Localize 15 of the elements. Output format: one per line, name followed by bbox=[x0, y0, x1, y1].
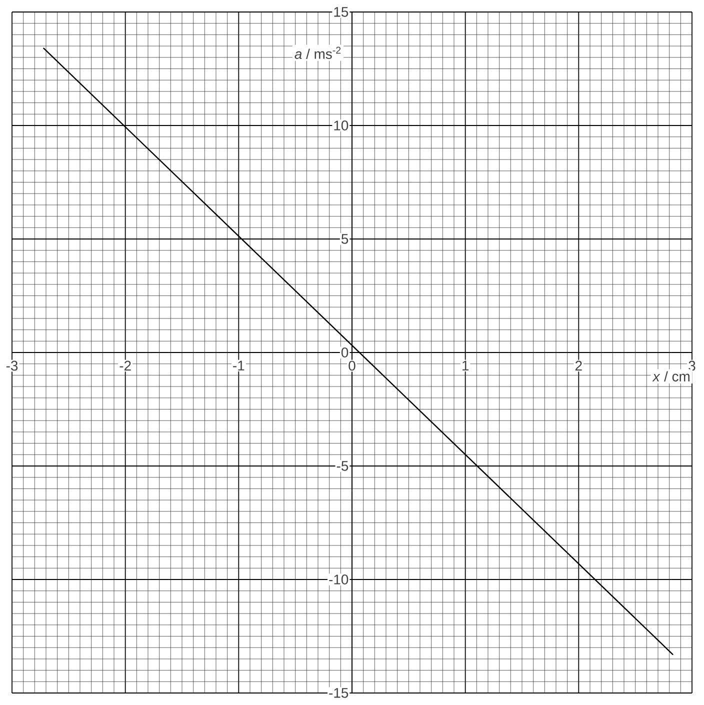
y-tick-label: 10 bbox=[334, 120, 348, 130]
y-tick-label: 15 bbox=[334, 7, 348, 17]
x-tick-label: 2 bbox=[575, 360, 582, 371]
y-tick-label: 5 bbox=[341, 234, 348, 244]
x-axis-title: x / cm bbox=[652, 371, 690, 382]
y-tick-label: -10 bbox=[329, 574, 348, 584]
y-tick-label: 0 bbox=[341, 348, 348, 358]
x-tick-label: 1 bbox=[462, 360, 469, 370]
x-tick-label: 0 bbox=[348, 360, 356, 371]
y-axis-title: a / ms$^{-2}$ bbox=[294, 46, 341, 59]
x-tick-label: -2 bbox=[120, 360, 131, 371]
y-tick-label: -5 bbox=[336, 461, 348, 471]
y-tick-label: -15 bbox=[329, 688, 348, 698]
x-tick-label: -1 bbox=[233, 360, 244, 370]
x-tick-label: -3 bbox=[6, 360, 18, 371]
